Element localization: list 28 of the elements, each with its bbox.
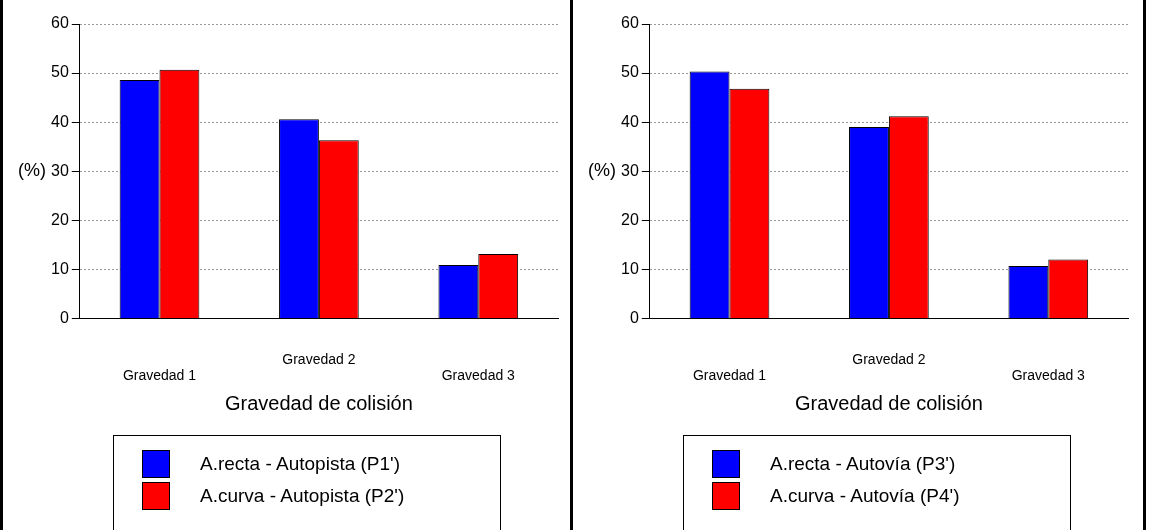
x-tick-label: Gravedad 3: [441, 367, 516, 384]
y-tick-label: 0: [629, 308, 639, 326]
y-tick-label: 10: [51, 259, 69, 277]
legend-label: A.recta - Autopista (P1'): [200, 453, 401, 475]
y-tick-label: 10: [621, 259, 639, 277]
legend-label: A.recta - Autovía (P3'): [770, 453, 956, 475]
y-axis-title: (%): [588, 160, 616, 181]
y-tick-label: 60: [621, 14, 639, 32]
y-tick-label: 30: [51, 161, 69, 179]
legend-label: A.curva - Autovía (P4'): [770, 485, 960, 507]
x-tick-label: Gravedad 2: [852, 350, 926, 367]
x-tick-label: Gravedad 1: [692, 367, 767, 384]
y-tick-label: 20: [51, 210, 69, 228]
x-tick-label: Gravedad 2: [282, 350, 356, 367]
y-tick-label: 50: [621, 63, 639, 81]
y-tick-label: 0: [59, 308, 69, 326]
y-tick-label: 40: [621, 112, 639, 130]
x-tick-label: Gravedad 3: [1011, 367, 1086, 384]
y-tick-label: 40: [51, 112, 69, 130]
x-axis-title: Gravedad de colisión: [224, 391, 413, 414]
y-tick-label: 20: [621, 210, 639, 228]
y-axis-title: (%): [18, 160, 46, 181]
legend-label: A.curva - Autopista (P2'): [200, 485, 405, 507]
y-tick-label: 60: [51, 14, 69, 32]
x-axis-title: Gravedad de colisión: [794, 391, 983, 414]
x-tick-label: Gravedad 1: [122, 367, 197, 384]
y-tick-label: 50: [51, 63, 69, 81]
y-tick-label: 30: [621, 161, 639, 179]
